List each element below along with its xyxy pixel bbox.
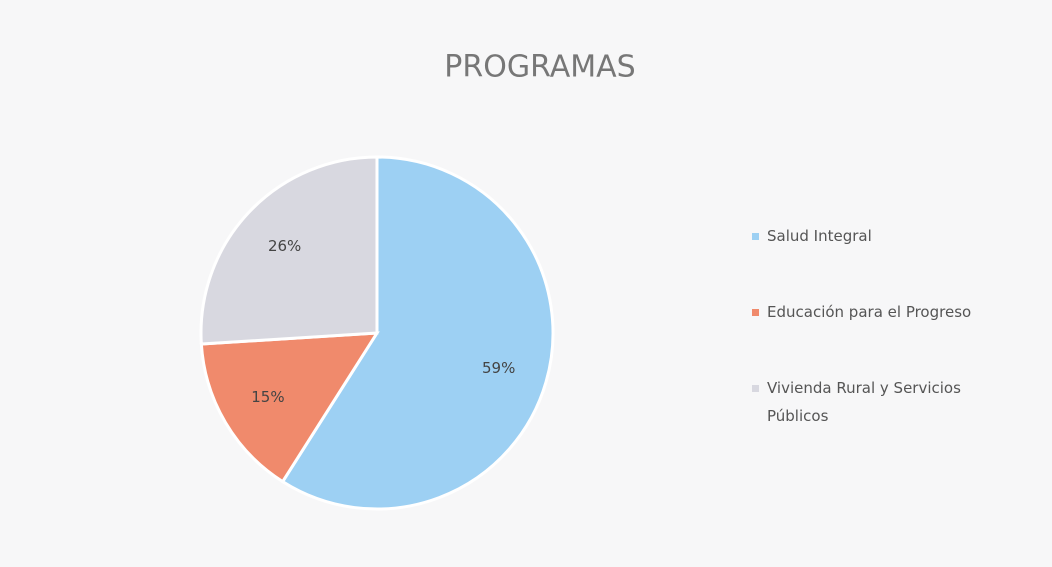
legend-label: Vivienda Rural y Servicios Públicos [767,379,961,425]
pie-slice [199,155,379,346]
legend-swatch [752,385,759,392]
legend-entry: Salud Integral [752,222,1027,250]
legend-swatch [752,233,759,240]
data-label: 59% [482,359,515,377]
legend-swatch [752,309,759,316]
legend-entry: Vivienda Rural y Servicios Públicos [752,374,1027,430]
pie-slice [280,155,555,511]
legend-label: Salud Integral [767,227,872,245]
pie-slice [199,331,380,484]
legend-label: Educación para el Progreso [767,303,972,321]
data-label: 26% [268,237,301,255]
legend: Salud Integral Educación para el Progreso… [752,222,1027,478]
chart-title: PROGRAMAS [444,50,635,85]
legend-entry: Educación para el Progreso [752,298,1027,326]
data-label: 15% [251,388,284,406]
